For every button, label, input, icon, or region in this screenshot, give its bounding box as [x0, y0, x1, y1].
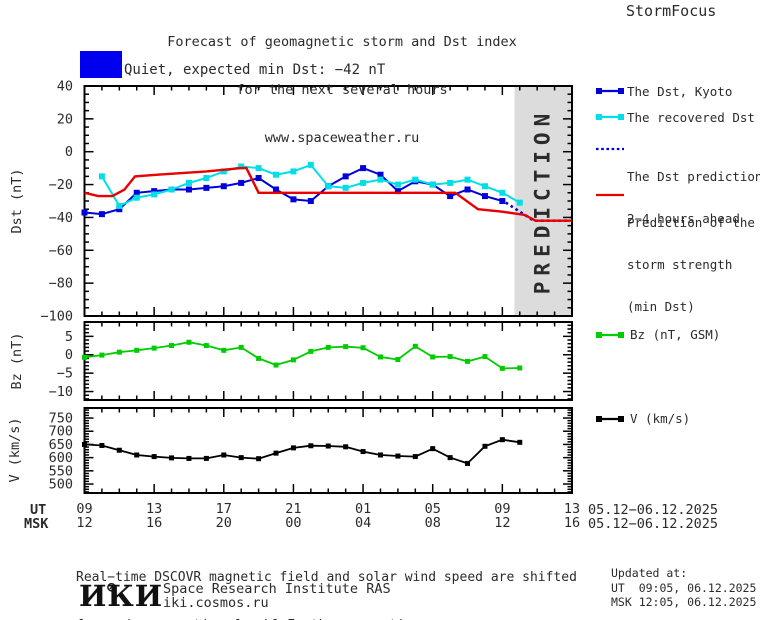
legend-marker-storm-strength — [595, 189, 625, 201]
ut-date-range: 05.12−06.12.2025 — [588, 502, 719, 518]
xtick-ut: 13 — [564, 501, 580, 517]
v-axis-title: V (km/s) — [7, 417, 23, 483]
title-line-3-site-link[interactable]: www.spaceweather.ru — [264, 130, 420, 146]
dst-ytick-label: −80 — [49, 276, 73, 292]
dst-series-3 — [84, 166, 572, 222]
bz-ytick-label: −10 — [49, 384, 73, 400]
legend-label-dst-prediction: The Dst prediction 2−4 hours ahead — [627, 169, 760, 226]
msk-row-label: MSK — [24, 516, 49, 532]
dst-axis-title: Dst (nT) — [9, 168, 25, 234]
prediction-region-label: PREDICTION — [530, 108, 554, 294]
xtick-msk: 20 — [216, 515, 232, 531]
v-ytick-label: 700 — [49, 424, 73, 440]
legend-marker-dst-prediction — [595, 143, 625, 155]
title-line-1: Forecast of geomagnetic storm and Dst in… — [167, 34, 517, 50]
v-series-0-markers — [82, 437, 523, 466]
legend-marker-dst-kyoto — [595, 85, 625, 97]
xtick-ut: 01 — [355, 501, 371, 517]
bz-ytick-label: 5 — [65, 329, 73, 345]
dst-ytick-label: −60 — [49, 243, 73, 259]
bz-series-0 — [84, 341, 520, 370]
dst-series-1-markers — [98, 161, 523, 209]
status-text: Quiet, expected min Dst: −42 nT — [124, 62, 386, 78]
v-ytick-label: 500 — [49, 477, 73, 493]
footnote: Real−time DSCOVR magnetic field and sola… — [76, 570, 577, 620]
dst-ytick-label: −20 — [49, 177, 73, 193]
updated-at-label: Updated at: — [611, 566, 688, 580]
prediction-region: PREDICTION — [514, 87, 571, 315]
dst-ytick-label: −100 — [40, 309, 73, 325]
xtick-ut: 09 — [494, 501, 510, 517]
updated-at-msk: MSK 12:05, 06.12.2025 — [611, 595, 757, 609]
xtick-ut: 05 — [425, 501, 441, 517]
v-ytick-label: 550 — [49, 463, 73, 479]
v-ytick-label: 750 — [49, 411, 73, 427]
institute-name: Space Research Institute RAS — [163, 581, 391, 597]
v-ytick-label: 650 — [49, 437, 73, 453]
updated-at-ut: UT 09:05, 06.12.2025 — [611, 581, 757, 595]
dst-ytick-label: 40 — [57, 79, 73, 95]
xtick-ut: 21 — [285, 501, 301, 517]
xtick-msk: 16 — [146, 515, 162, 531]
page-title: Forecast of geomagnetic storm and Dst in… — [62, 2, 622, 178]
xtick-msk: 08 — [425, 515, 441, 531]
legend-label-v: V (km/s) — [630, 411, 691, 426]
dst-ytick-label: 0 — [65, 144, 73, 160]
dst-panel-axes: 40 20 0 −20 −40 −60 −80 −100 — [40, 79, 573, 325]
xtick-ut: 09 — [76, 501, 92, 517]
legend-label-storm-strength: Prediction of the storm strength (min Ds… — [627, 215, 755, 314]
legend-marker-v — [595, 413, 625, 425]
bz-panel-axes: 5 0 −5 −10 — [49, 321, 573, 401]
legend-label-bz: Bz (nT, GSM) — [630, 327, 721, 342]
v-series-0 — [84, 438, 520, 465]
legend-label-dst-kyoto: The Dst, Kyoto — [627, 84, 733, 99]
dst-ytick-label: 20 — [57, 111, 73, 127]
quiet-swatch — [80, 51, 122, 78]
xtick-ut: 17 — [216, 501, 232, 517]
bz-series-0-markers — [82, 339, 523, 371]
xtick-msk: 00 — [285, 515, 301, 531]
dst-ytick-label: −40 — [49, 210, 73, 226]
xtick-msk: 04 — [355, 515, 371, 531]
msk-date-range: 05.12−06.12.2025 — [588, 516, 719, 532]
title-line-2: for the next several hours — [236, 82, 448, 98]
bz-ytick-label: 0 — [65, 347, 73, 363]
v-ytick-label: 600 — [49, 450, 73, 466]
xtick-msk: 12 — [494, 515, 510, 531]
institute-site-link[interactable]: iki.cosmos.ru — [163, 595, 269, 611]
bz-ytick-label: −5 — [57, 366, 73, 382]
xtick-ut: 13 — [146, 501, 162, 517]
xtick-msk: 16 — [564, 515, 580, 531]
legend-marker-bz — [595, 329, 625, 341]
legend-marker-recovered — [595, 111, 625, 123]
legend-label-recovered: The recovered Dst — [627, 110, 755, 125]
iki-logo-dish-icon: ⊘ — [107, 578, 117, 596]
ut-row-label: UT — [30, 502, 47, 518]
brand-stormfocus: StormFocus — [626, 2, 717, 20]
iki-logo[interactable]: ИКИ — [79, 579, 164, 613]
xtick-msk: 12 — [76, 515, 92, 531]
